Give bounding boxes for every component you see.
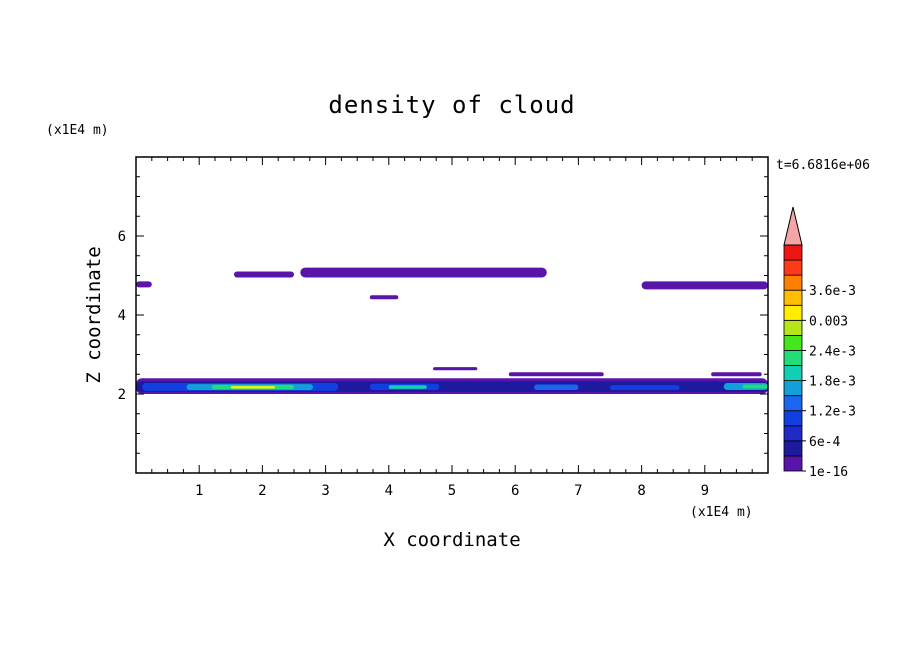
x-tick-label: 8: [637, 483, 645, 499]
colorbar: 1e-16 6e-4 1.2e-3 1.8e-3 2.4e-3 0.003 3.6e-3: [783, 206, 856, 480]
colorbar-tick-label: 6e-4: [809, 435, 840, 450]
contour-region-6: [508, 372, 604, 377]
contour-region-16: [534, 384, 579, 391]
x-axis-unit: (x1E4 m): [690, 505, 753, 520]
chart-title: density of cloud: [328, 91, 575, 119]
x-tick-label: 9: [701, 483, 709, 499]
contour-region-7: [711, 372, 762, 377]
colorbar-swatch-2: [783, 425, 803, 442]
colorbar-swatch-11: [783, 289, 803, 306]
axis-ticks: 1 2 3 4 5 6 7 8 9 2 4 6: [118, 157, 768, 499]
colorbar-tick-label: 1.2e-3: [809, 405, 856, 420]
x-tick-label: 6: [511, 483, 519, 499]
colorbar-swatch-12: [783, 274, 803, 291]
x-tick-label: 4: [385, 483, 393, 499]
colorbar-tick-label: 2.4e-3: [809, 344, 856, 359]
contour-regions: [136, 267, 768, 394]
y-tick-label: 4: [118, 308, 126, 324]
colorbar-swatch-5: [783, 380, 803, 397]
colorbar-extend-arrow: [783, 206, 803, 246]
colorbar-swatch-4: [783, 395, 803, 412]
x-axis-label: X coordinate: [383, 529, 520, 551]
x-tick-label: 3: [321, 483, 329, 499]
contour-region-15: [388, 385, 427, 389]
plot-frame: [135, 156, 769, 474]
colorbar-tick-label: 0.003: [809, 314, 848, 329]
contour-region-19: [742, 384, 768, 389]
colorbar-swatch-1: [783, 440, 803, 457]
colorbar-tick-label: 3.6e-3: [809, 284, 856, 299]
contour-region-3: [369, 295, 399, 300]
colorbar-swatch-9: [783, 319, 803, 336]
colorbar-swatch-6: [783, 365, 803, 381]
time-label: t=6.6816e+06: [776, 158, 870, 173]
y-axis-label: Z coordinate: [83, 246, 105, 383]
x-tick-label: 1: [195, 483, 203, 499]
x-tick-label: 2: [258, 483, 266, 499]
contour-region-17: [610, 385, 680, 391]
colorbar-tick-label: 1.8e-3: [809, 375, 856, 390]
y-axis-unit: (x1E4 m): [46, 123, 109, 138]
colorbar-swatch-8: [783, 334, 803, 351]
contour-region-1: [233, 271, 294, 278]
x-tick-label: 7: [574, 483, 582, 499]
y-tick-label: 6: [118, 229, 126, 245]
contour-region-5: [433, 367, 478, 371]
contour-region-13: [230, 386, 276, 389]
contour-region-4: [641, 281, 768, 290]
colorbar-swatch-14: [783, 244, 803, 261]
x-tick-label: 5: [448, 483, 456, 499]
colorbar-swatch-3: [783, 410, 803, 427]
colorbar-tick-label: 1e-16: [809, 465, 848, 480]
plot-area: 1 2 3 4 5 6 7 8 9 2 4 6: [118, 156, 769, 499]
colorbar-swatch-13: [783, 259, 803, 276]
colorbar-swatch-7: [783, 350, 803, 366]
colorbar-swatch-0: [783, 455, 803, 472]
colorbar-swatch-10: [783, 304, 803, 321]
contour-region-2: [300, 267, 547, 278]
y-tick-label: 2: [118, 387, 126, 403]
contour-region-0: [136, 281, 152, 288]
